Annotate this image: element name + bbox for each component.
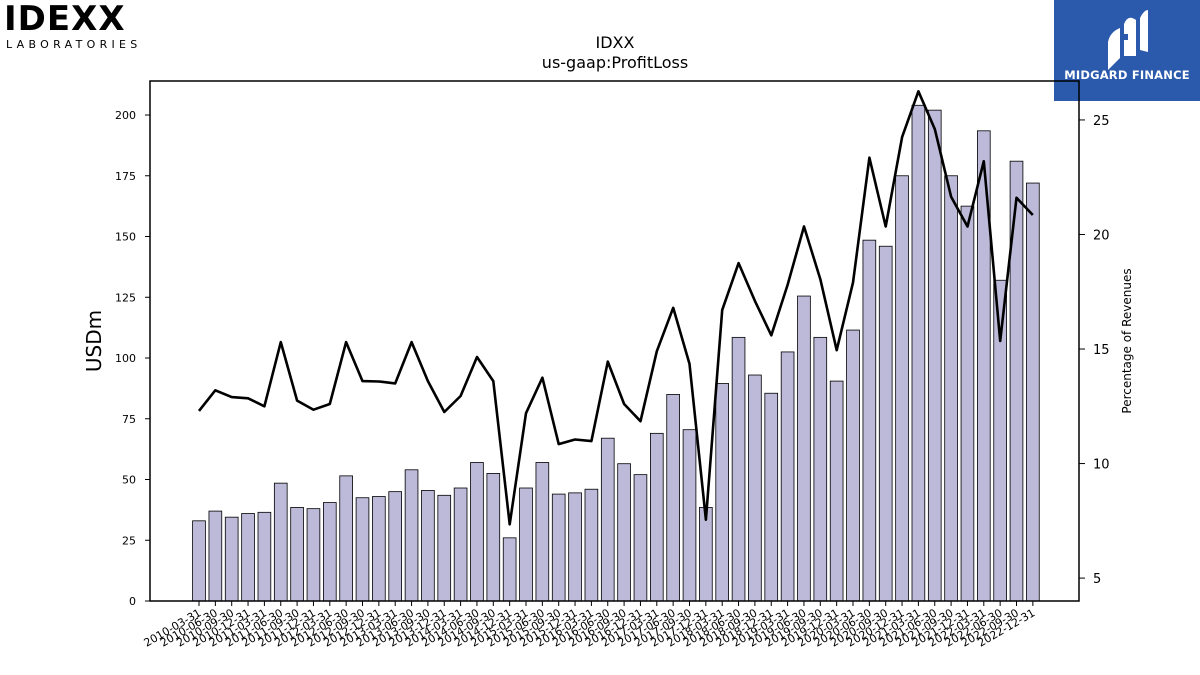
y2-axis-label: Percentage of Revenues (1120, 268, 1134, 413)
bar (829, 380, 844, 602)
idexx-logo: IDEXX LABORATORIES (4, 0, 154, 52)
midgard-finance-label: MIDGARD FINANCE (1064, 68, 1190, 82)
bar (568, 492, 582, 602)
bar (715, 383, 729, 602)
bar (322, 502, 337, 602)
chart-title: IDXX (596, 33, 635, 52)
y-tick-label: 25 (122, 534, 136, 547)
bar (960, 205, 975, 602)
y-axis-right: 5 10 15 20 25 (1079, 114, 1110, 587)
bar (666, 394, 680, 602)
bar (780, 351, 795, 602)
bar (486, 473, 501, 602)
bar (797, 295, 811, 602)
bar (633, 474, 648, 602)
bar (650, 432, 664, 602)
y2-tick-label: 25 (1093, 114, 1110, 129)
bar (273, 482, 288, 602)
y-tick-label: 150 (115, 231, 136, 244)
bar (748, 374, 762, 602)
y-axis-label: USDm (82, 310, 106, 372)
y-tick-label: 75 (122, 413, 136, 426)
bar (911, 104, 926, 602)
bar (895, 175, 909, 602)
bar (192, 520, 206, 602)
bar (551, 493, 566, 602)
bar (584, 488, 599, 602)
bar (208, 510, 223, 602)
y-tick-label: 125 (115, 291, 136, 304)
bar (764, 392, 779, 602)
bar (290, 507, 304, 602)
idexx-logo-word: IDEXX (4, 0, 126, 39)
y-axis-left: 0 25 50 75 100 125 150 175 200 (115, 109, 150, 608)
bar (224, 516, 239, 602)
bar (470, 462, 484, 602)
y2-tick-label: 5 (1093, 572, 1101, 587)
midgard-mark-icon (1108, 10, 1148, 70)
y-tick-label: 50 (122, 474, 136, 487)
y-tick-label: 100 (115, 352, 136, 365)
y2-tick-label: 10 (1093, 458, 1110, 473)
bar (682, 429, 697, 602)
bar (878, 245, 893, 602)
bar (306, 508, 321, 602)
bar (453, 487, 468, 602)
bar (927, 109, 942, 602)
bar (862, 239, 877, 602)
bar (519, 487, 533, 602)
y-tick-label: 175 (115, 170, 136, 183)
x-axis: 2010-03-312010-06-302010-09-302010-12-31… (142, 601, 1037, 650)
bar (813, 336, 828, 602)
plot-frame (149, 80, 1080, 602)
chart-subtitle: us-gaap:ProfitLoss (542, 53, 688, 72)
y-tick-label: 200 (115, 109, 136, 122)
bar (437, 494, 452, 602)
bar (1026, 182, 1040, 602)
bar (617, 463, 631, 602)
y-tick-label: 0 (129, 595, 136, 608)
bar (699, 507, 713, 602)
bar (600, 437, 615, 602)
bar (355, 497, 370, 602)
bar (339, 475, 353, 602)
bar (257, 511, 272, 602)
line-series (197, 90, 1034, 526)
line-percentage-of-revenues (197, 90, 1034, 526)
bar-series (192, 104, 1040, 602)
bar (241, 513, 255, 602)
bar (372, 496, 386, 602)
idexx-logo-subtitle: LABORATORIES (6, 38, 142, 51)
bar (404, 469, 419, 602)
bar (846, 329, 860, 602)
bar (421, 490, 435, 602)
bar (502, 537, 517, 602)
bar (535, 462, 550, 602)
bar (944, 175, 958, 602)
bar (388, 491, 402, 602)
bar (731, 336, 746, 602)
y2-tick-label: 15 (1093, 343, 1110, 358)
y2-tick-label: 20 (1093, 228, 1110, 243)
